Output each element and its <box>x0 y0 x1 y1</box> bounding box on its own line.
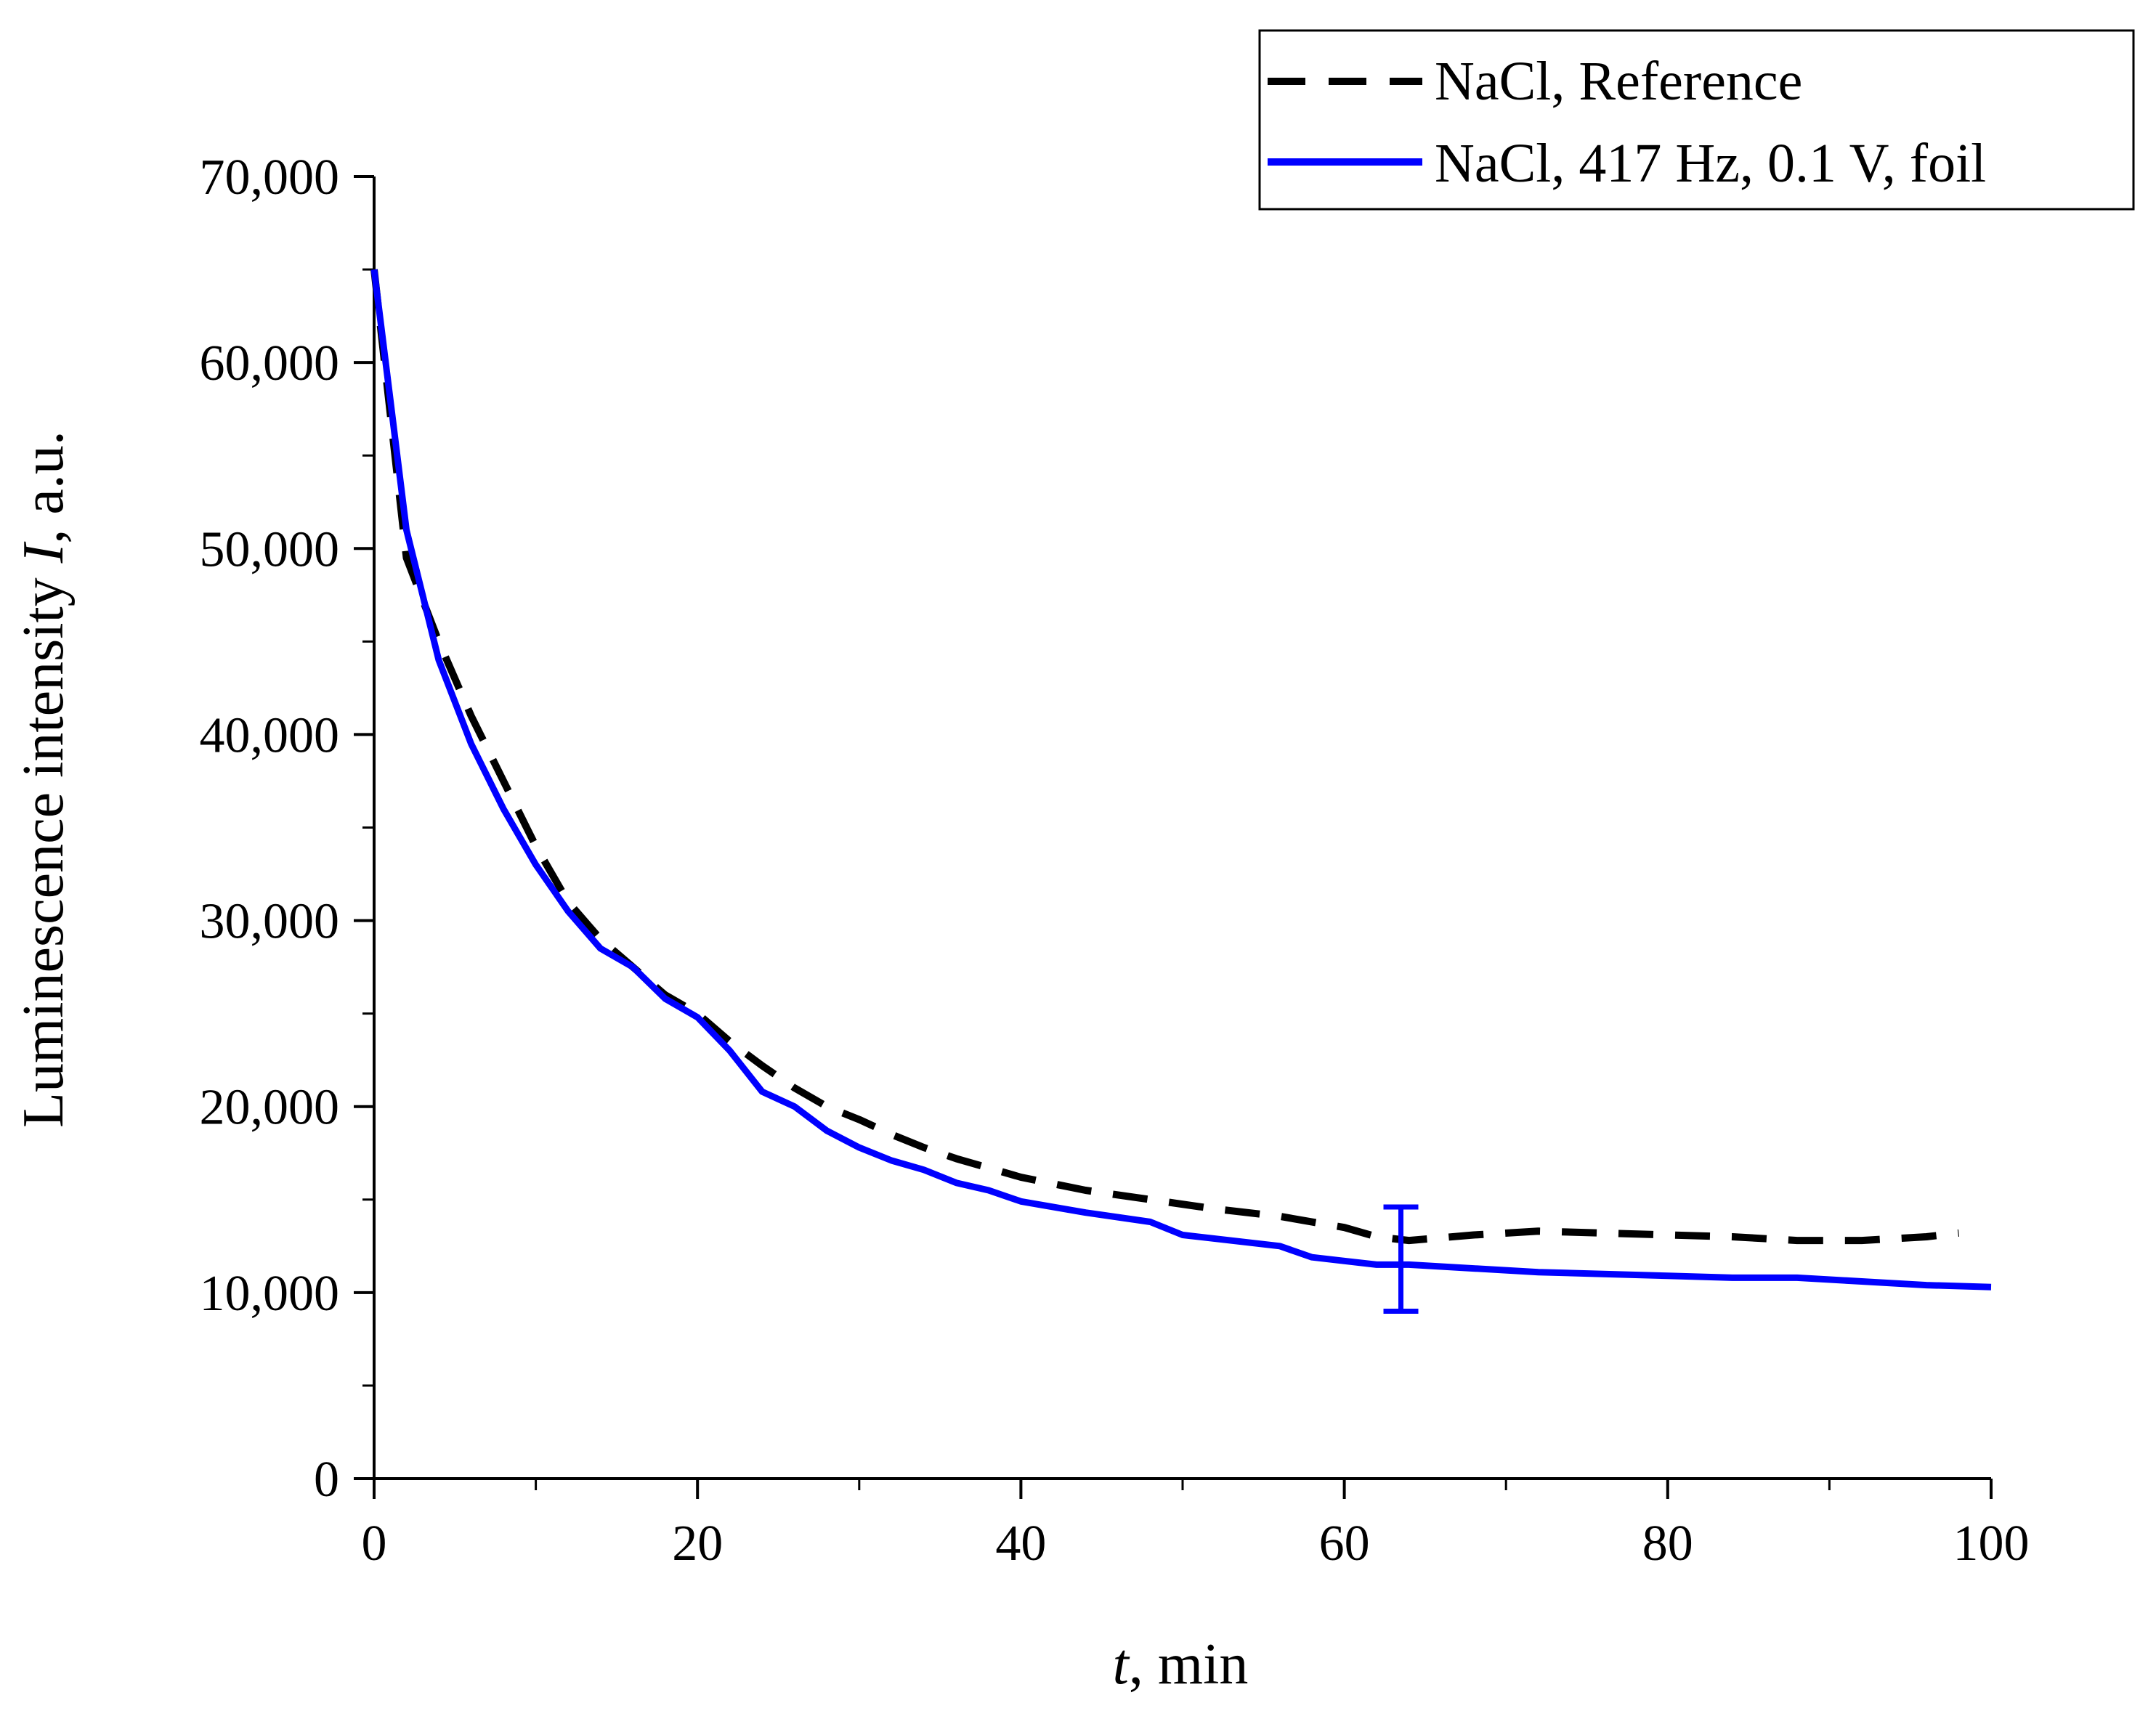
x-axis-title: t, min <box>1113 1633 1249 1696</box>
y-tick-label: 40,000 <box>200 707 340 763</box>
x-axis-title-variable: t <box>1113 1633 1130 1696</box>
x-tick-label: 40 <box>995 1516 1046 1572</box>
x-tick-label: 60 <box>1319 1516 1370 1572</box>
x-tick-label: 0 <box>362 1516 387 1572</box>
y-tick-label: 60,000 <box>200 336 340 391</box>
y-tick-label: 20,000 <box>200 1080 340 1136</box>
legend-frame <box>1258 29 2135 211</box>
y-tick-label: 50,000 <box>200 521 340 577</box>
x-tick-label: 80 <box>1642 1516 1693 1572</box>
series-line-foil <box>370 269 1992 1291</box>
y-tick-label: 70,000 <box>200 150 340 206</box>
series-line-reference <box>370 269 1960 1245</box>
y-axis-title-unit: , a.u. <box>12 431 76 544</box>
x-axis-title-unit: , min <box>1129 1633 1248 1696</box>
x-tick-label: 100 <box>1953 1516 2030 1572</box>
y-tick-label: 0 <box>314 1452 339 1508</box>
y-axis-title-prefix: Luminescence intensity <box>12 563 76 1128</box>
legend: NaCl, Reference NaCl, 417 Hz, 0.1 V, foi… <box>1258 29 2135 211</box>
x-tick-label: 20 <box>672 1516 723 1572</box>
y-tick-label: 10,000 <box>200 1266 340 1322</box>
y-axis-title: Luminescence intensity I, a.u. <box>12 431 76 1128</box>
legend-label-foil: NaCl, 417 Hz, 0.1 V, foil <box>1435 133 1986 194</box>
plot-area: 0 10,000 20,000 30,000 40,000 50,000 60,000 70,… <box>200 150 2030 1572</box>
y-axis-title-variable: I <box>12 541 76 564</box>
legend-label-reference: NaCl, Reference <box>1435 51 1802 112</box>
y-tick-label: 30,000 <box>200 894 340 950</box>
